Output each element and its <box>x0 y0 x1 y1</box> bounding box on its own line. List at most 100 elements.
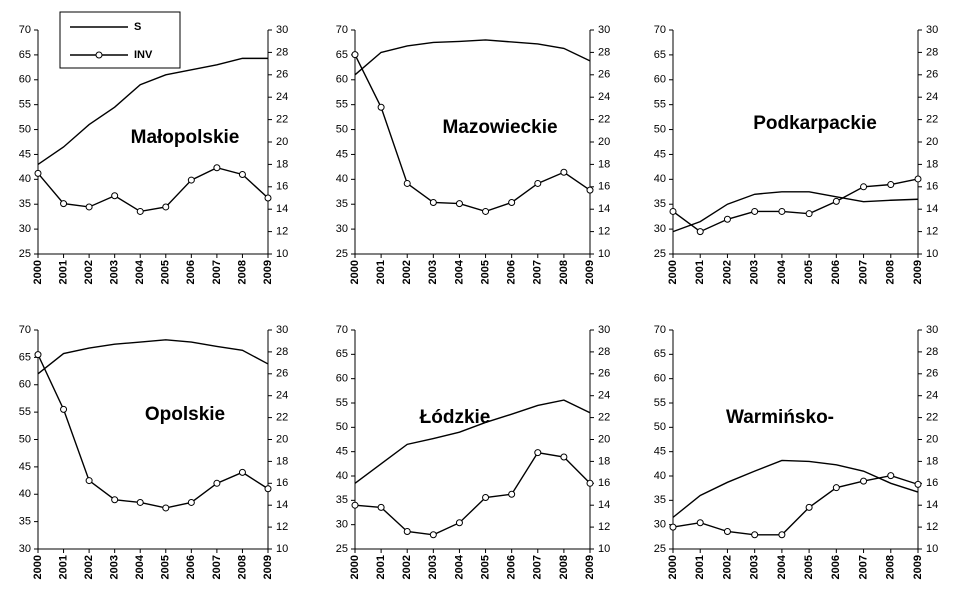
y-tick-label: 35 <box>336 494 348 506</box>
x-tick-label: 2001 <box>57 555 69 579</box>
series-line <box>37 167 269 213</box>
y2-tick-label: 16 <box>276 181 288 193</box>
y2-tick-label: 26 <box>926 368 938 380</box>
y-tick-label: 25 <box>654 248 666 260</box>
marker <box>914 175 922 183</box>
x-tick-label: 2009 <box>584 555 596 579</box>
y-tick-label: 55 <box>654 99 666 111</box>
marker <box>187 176 195 184</box>
series-line <box>672 178 919 233</box>
y2-tick-label: 30 <box>276 24 288 36</box>
y-tick-label: 60 <box>19 74 31 86</box>
y2-tick-label: 30 <box>276 324 288 336</box>
y2-tick-label: 20 <box>276 136 288 148</box>
x-tick-label: 2009 <box>912 555 924 579</box>
x-tick-label: 2007 <box>532 555 544 579</box>
y-tick-label: 50 <box>19 433 31 445</box>
marker <box>455 200 463 208</box>
y-tick-label: 55 <box>654 397 666 409</box>
y2-tick-label: 20 <box>926 433 938 445</box>
series-line <box>354 54 591 213</box>
marker <box>751 207 759 215</box>
y-tick-label: 45 <box>19 148 31 160</box>
y-tick-label: 70 <box>336 324 348 336</box>
y-tick-label: 55 <box>19 99 31 111</box>
y-tick-label: 35 <box>19 516 31 528</box>
marker <box>162 203 170 211</box>
y2-tick-label: 28 <box>926 46 938 58</box>
y-tick-label: 50 <box>654 123 666 135</box>
y2-tick-label: 22 <box>598 412 610 424</box>
y2-tick-label: 14 <box>598 203 610 215</box>
marker <box>351 501 359 509</box>
x-tick-label: 2006 <box>506 260 518 284</box>
x-tick-label: 2006 <box>185 260 197 284</box>
marker <box>264 485 272 493</box>
y-tick-label: 45 <box>336 148 348 160</box>
marker <box>162 504 170 512</box>
y-tick-label: 40 <box>19 173 31 185</box>
y2-tick-label: 14 <box>926 499 938 511</box>
y-tick-label: 40 <box>654 173 666 185</box>
marker <box>136 207 144 215</box>
y2-tick-label: 12 <box>276 226 288 238</box>
x-tick-label: 2008 <box>885 555 897 579</box>
marker <box>213 164 221 172</box>
marker <box>860 477 868 485</box>
y2-tick-label: 20 <box>926 136 938 148</box>
y-tick-label: 45 <box>654 446 666 458</box>
marker <box>403 179 411 187</box>
y2-tick-label: 24 <box>926 91 938 103</box>
x-tick-label: 2009 <box>584 260 596 284</box>
marker <box>111 192 119 200</box>
x-tick-label: 2007 <box>211 260 223 284</box>
marker <box>136 498 144 506</box>
y2-tick-label: 18 <box>598 158 610 170</box>
y-tick-label: 55 <box>19 406 31 418</box>
x-tick-label: 2000 <box>349 260 361 284</box>
marker <box>508 490 516 498</box>
marker <box>508 198 516 206</box>
marker <box>805 503 813 511</box>
series-line <box>672 459 919 518</box>
y2-tick-label: 24 <box>598 390 610 402</box>
marker <box>696 228 704 236</box>
y2-tick-label: 22 <box>926 412 938 424</box>
series-line <box>672 474 919 536</box>
marker <box>560 168 568 176</box>
x-tick-label: 2006 <box>830 555 842 579</box>
y2-tick-label: 16 <box>926 181 938 193</box>
marker <box>669 207 677 215</box>
x-tick-label: 2005 <box>160 260 172 284</box>
series-line <box>354 39 591 76</box>
y-tick-label: 30 <box>19 223 31 235</box>
y2-tick-label: 28 <box>276 46 288 58</box>
y-tick-label: 60 <box>654 373 666 385</box>
series-line <box>354 451 591 536</box>
y2-tick-label: 30 <box>598 324 610 336</box>
x-tick-label: 2002 <box>401 555 413 579</box>
x-tick-label: 2006 <box>830 260 842 284</box>
x-tick-label: 2004 <box>134 259 146 284</box>
marker <box>34 169 42 177</box>
x-tick-label: 2000 <box>32 260 44 284</box>
marker <box>85 203 93 211</box>
panel-title: Małopolskie <box>131 127 240 148</box>
x-tick-label: 2001 <box>694 260 706 284</box>
y2-tick-label: 30 <box>598 24 610 36</box>
marker <box>696 519 704 527</box>
y-tick-label: 40 <box>654 470 666 482</box>
panel: 25 30 35 40 45 50 55 60 65 70 10 12 14 16 18 20 22 24 26 28… <box>654 24 939 285</box>
y-tick-label: 60 <box>654 74 666 86</box>
y2-tick-label: 12 <box>926 226 938 238</box>
y2-tick-label: 28 <box>276 346 288 358</box>
x-tick-label: 2002 <box>83 555 95 579</box>
legend-marker <box>95 51 103 59</box>
y-tick-label: 70 <box>654 24 666 36</box>
y2-tick-label: 28 <box>598 46 610 58</box>
marker <box>914 480 922 488</box>
y-tick-label: 50 <box>19 123 31 135</box>
x-tick-label: 2002 <box>401 260 413 284</box>
y-tick-label: 65 <box>336 348 348 360</box>
marker <box>534 179 542 187</box>
